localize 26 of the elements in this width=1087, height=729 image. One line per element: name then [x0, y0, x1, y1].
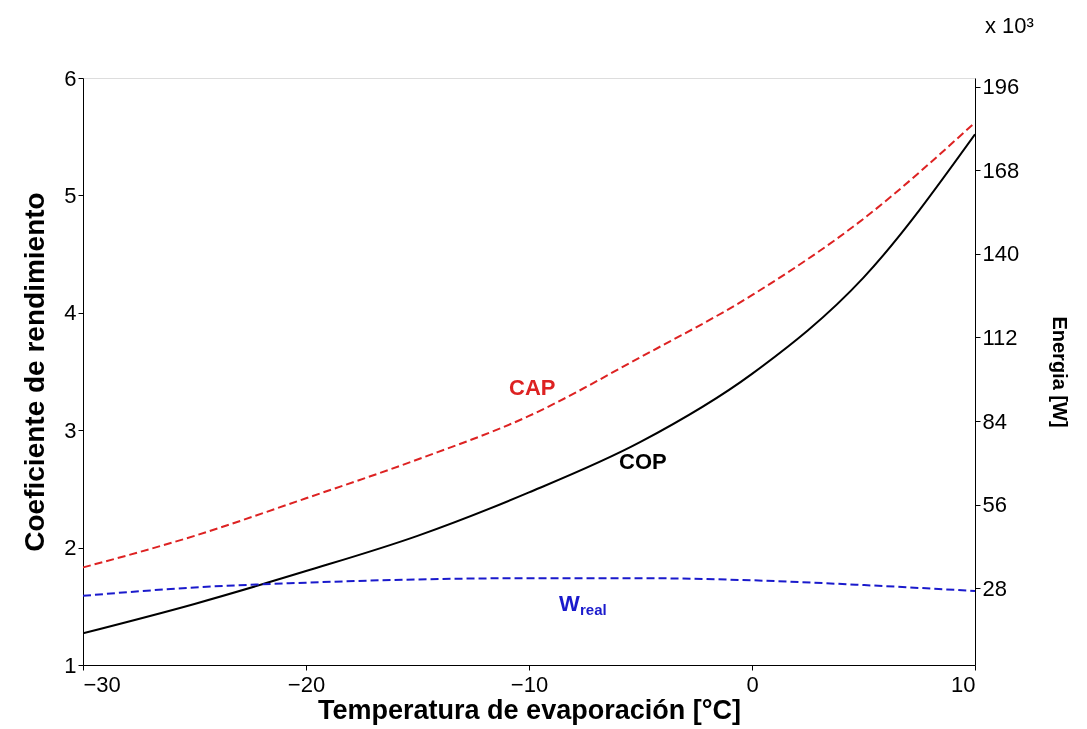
y-tick-label: 4 [64, 300, 77, 326]
x-tick-label: 10 [951, 671, 976, 697]
text: x 10³ [985, 13, 1034, 38]
x-tick-label: −30 [83, 671, 121, 697]
y-tick-label: 6 [64, 65, 77, 91]
y2-tick-label: 28 [982, 575, 1007, 601]
line-series [83, 121, 975, 569]
y-tick-label: 2 [64, 535, 77, 561]
x-tick-label: −20 [287, 671, 326, 697]
y2-tick-label: 56 [982, 492, 1007, 518]
x-axis-title: Temperatura de evaporación [°C] [318, 694, 741, 725]
y2-tick-label: 196 [982, 74, 1020, 100]
y2-tick-label: 84 [982, 408, 1007, 434]
y2-axis-title: Energia [W] [1049, 316, 1072, 428]
line-series [83, 577, 975, 597]
series-label: CAP [509, 374, 556, 400]
y-tick-label: 5 [64, 182, 77, 208]
y-axis-title: Coeficiente de rendimiento [19, 192, 51, 552]
y2-tick-label: 140 [982, 241, 1020, 267]
x-tick-label: −10 [510, 671, 549, 697]
y2-tick-label: 112 [982, 325, 1018, 350]
series-label: COP [619, 449, 667, 475]
y-tick-label: 1 [64, 652, 77, 678]
y2-tick-label: 168 [982, 157, 1020, 183]
y-tick-label: 3 [64, 417, 77, 443]
x-tick-label: 0 [746, 671, 759, 697]
